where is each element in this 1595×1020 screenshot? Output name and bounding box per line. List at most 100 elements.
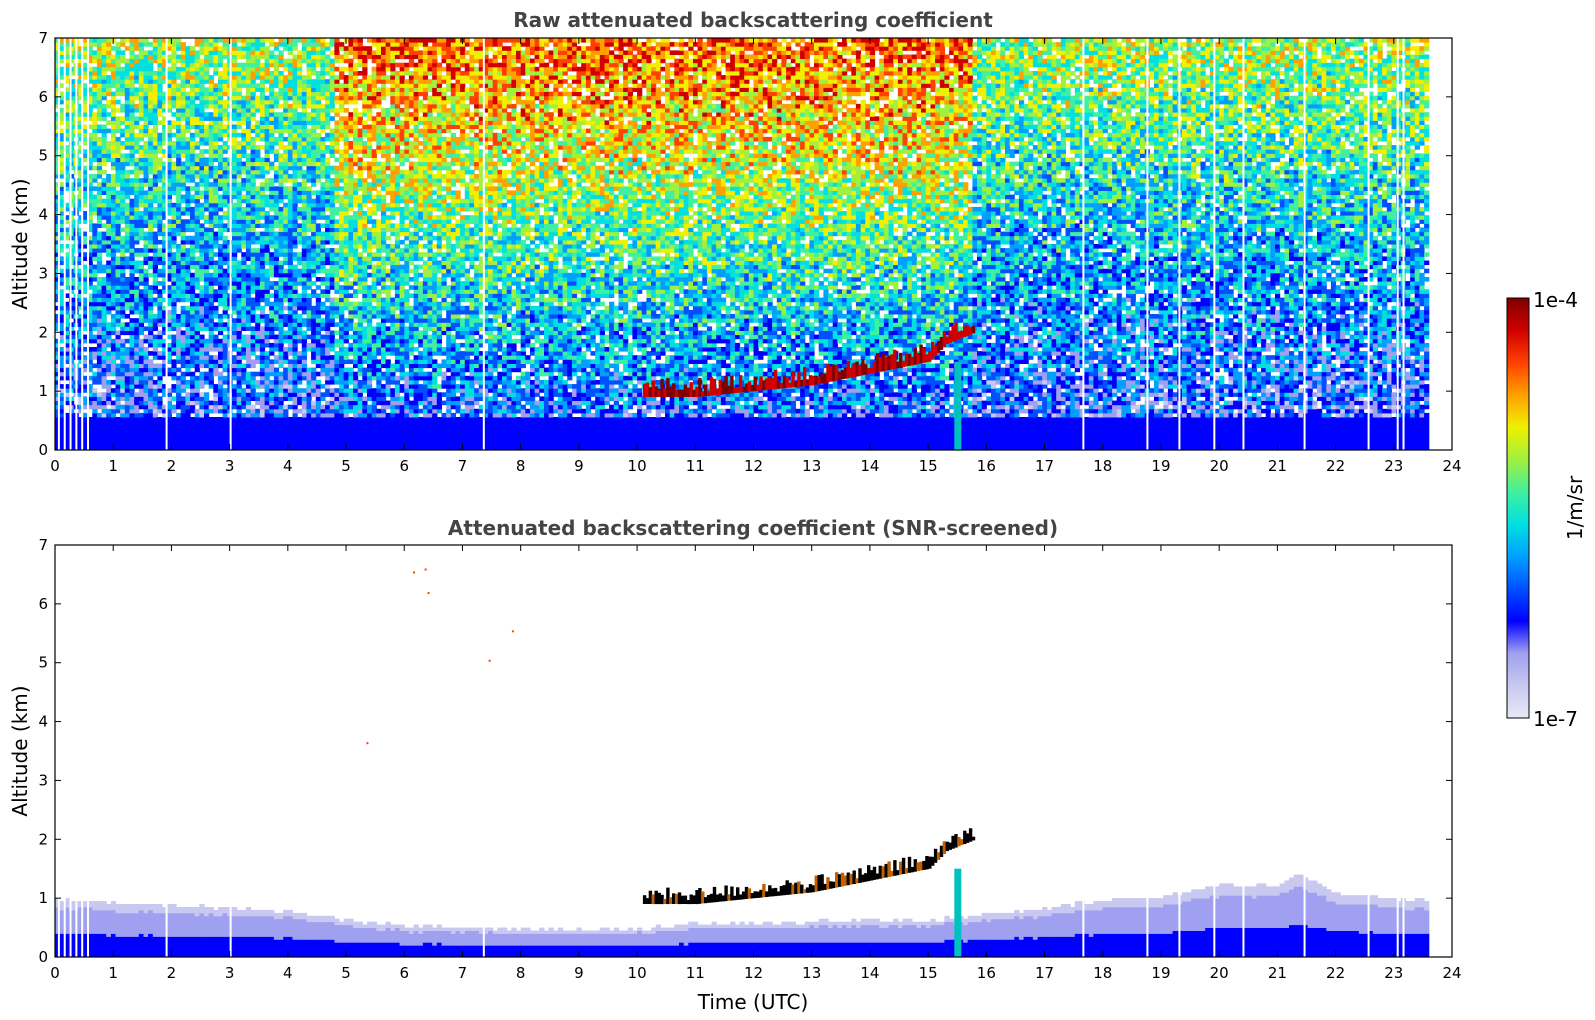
- raw-cell: [204, 412, 210, 418]
- raw-cell: [78, 281, 84, 286]
- raw-cell: [297, 190, 303, 195]
- raw-cell: [148, 380, 154, 385]
- raw-cell: [166, 128, 172, 134]
- raw-cell: [87, 429, 93, 434]
- raw-cell: [283, 116, 289, 121]
- raw-cell: [152, 211, 158, 216]
- raw-cell: [134, 108, 140, 113]
- raw-cell: [101, 248, 107, 253]
- raw-cell: [162, 297, 168, 303]
- raw-cell: [245, 268, 252, 274]
- raw-cell: [213, 153, 219, 158]
- raw-cell: [55, 297, 61, 303]
- raw-cell: [292, 62, 298, 68]
- raw-cell: [92, 326, 98, 331]
- raw-cell: [120, 301, 126, 307]
- raw-cell: [301, 297, 307, 303]
- raw-cell: [69, 285, 75, 290]
- raw-cell: [69, 42, 75, 47]
- raw-cell: [115, 161, 121, 167]
- raw-cell: [171, 99, 177, 105]
- raw-cell: [292, 404, 298, 410]
- raw-cell: [241, 445, 247, 450]
- raw-cell: [120, 421, 126, 426]
- raw-cell: [199, 223, 205, 228]
- raw-cell: [180, 293, 186, 298]
- raw-cell: [232, 182, 238, 187]
- raw-cell: [213, 186, 219, 191]
- raw-cell: [69, 380, 75, 385]
- raw-cell: [78, 408, 84, 414]
- raw-cell: [78, 347, 84, 352]
- raw-cell: [78, 145, 84, 150]
- raw-cell: [55, 244, 61, 249]
- raw-cell: [218, 87, 224, 92]
- raw-cell: [259, 182, 266, 187]
- raw-cell: [152, 153, 158, 158]
- raw-cell: [180, 153, 186, 158]
- raw-cell: [208, 309, 214, 315]
- raw-cell: [259, 277, 266, 282]
- raw-cell: [222, 91, 228, 97]
- raw-cell: [245, 437, 252, 443]
- raw-cell: [278, 161, 284, 167]
- raw-cell: [143, 157, 149, 163]
- raw-cell: [59, 244, 65, 249]
- raw-cell: [199, 202, 205, 208]
- raw-cell: [218, 421, 224, 426]
- raw-cell: [87, 223, 93, 228]
- raw-cell: [152, 367, 158, 373]
- raw-cell: [82, 112, 89, 117]
- raw-cell: [124, 392, 130, 397]
- raw-cell: [143, 120, 149, 125]
- raw-cell: [134, 351, 140, 356]
- raw-cell: [273, 392, 280, 397]
- raw-cell: [245, 347, 252, 352]
- raw-cell: [152, 165, 158, 171]
- raw-cell: [204, 132, 210, 138]
- raw-cell: [208, 83, 214, 88]
- raw-cell: [232, 145, 238, 150]
- raw-cell: [292, 124, 298, 130]
- raw-cell: [152, 174, 158, 179]
- raw-cell: [255, 206, 261, 212]
- raw-cell: [162, 330, 168, 336]
- raw-cell: [134, 305, 140, 311]
- raw-cell: [171, 75, 177, 80]
- raw-cell: [171, 87, 177, 92]
- raw-cell: [255, 293, 261, 298]
- raw-cell: [241, 50, 247, 55]
- raw-cell: [259, 244, 266, 249]
- raw-cell: [134, 182, 140, 187]
- raw-cell: [236, 219, 242, 224]
- raw-cell: [250, 219, 256, 224]
- raw-cell: [213, 314, 219, 319]
- raw-cell: [241, 297, 247, 303]
- raw-cell: [278, 441, 284, 447]
- raw-cell: [87, 347, 93, 352]
- raw-cell: [101, 322, 107, 327]
- raw-cell: [292, 95, 298, 101]
- raw-cell: [171, 272, 177, 278]
- raw-cell: [143, 318, 149, 323]
- raw-cell: [218, 62, 224, 68]
- raw-cell: [264, 326, 270, 331]
- raw-cell: [96, 281, 103, 286]
- raw-cell: [69, 211, 75, 216]
- raw-cell: [241, 116, 247, 121]
- raw-cell: [245, 211, 252, 216]
- raw-cell: [301, 289, 307, 294]
- raw-cell: [259, 211, 266, 216]
- raw-cell: [297, 99, 303, 105]
- raw-cell: [259, 231, 266, 237]
- raw-cell: [101, 124, 107, 130]
- raw-cell: [278, 330, 284, 336]
- raw-cell: [208, 301, 214, 307]
- raw-cell: [82, 71, 89, 76]
- raw-cell: [143, 281, 149, 286]
- raw-cell: [297, 359, 303, 364]
- raw-cell: [259, 169, 266, 175]
- raw-cell: [176, 149, 182, 154]
- raw-cell: [241, 268, 247, 274]
- raw-cell: [171, 231, 177, 237]
